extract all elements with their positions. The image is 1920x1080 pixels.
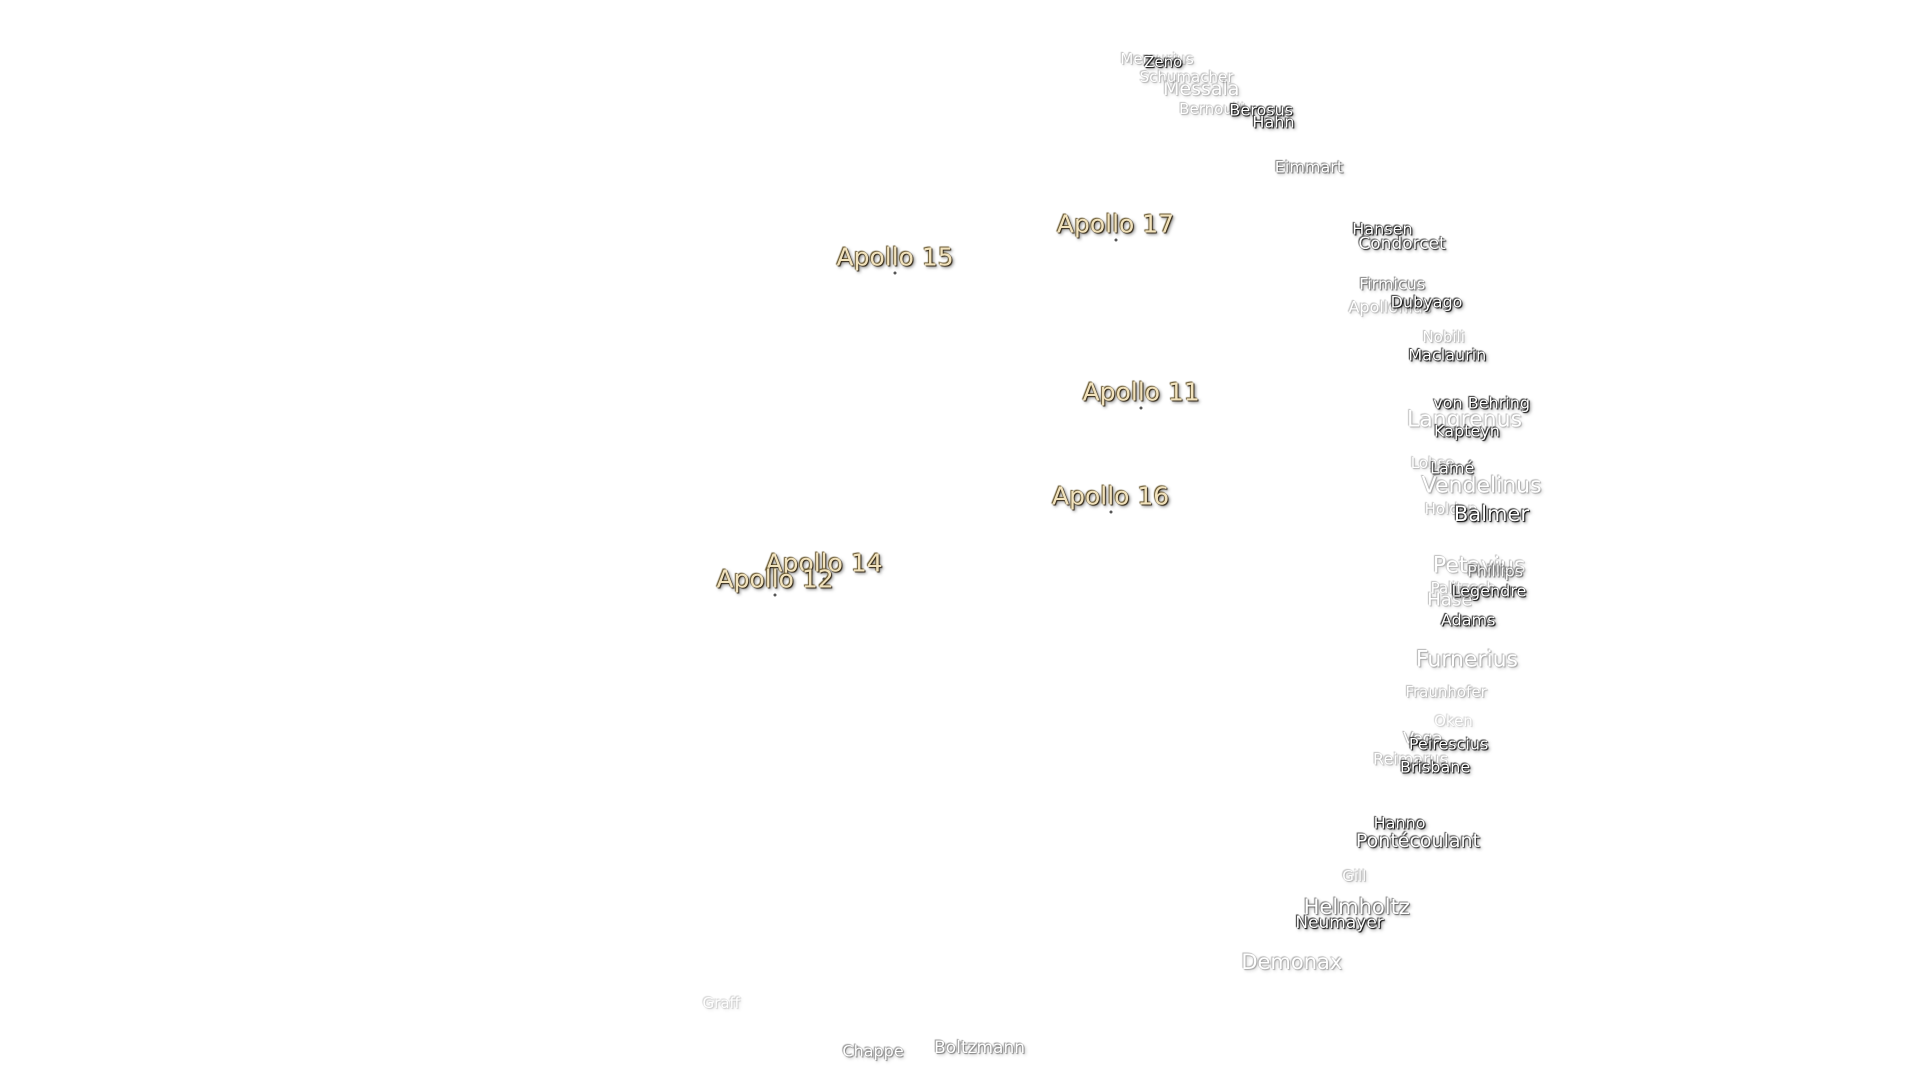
crater-label: Palitzsch [1430, 578, 1496, 597]
site-marker [1109, 510, 1113, 514]
site-marker [1139, 406, 1143, 410]
crater-label: Hase [1427, 589, 1473, 611]
crater-label: Langrenus [1406, 407, 1523, 433]
crater-label: Adams [1440, 610, 1496, 630]
crater-label: Demonax [1241, 950, 1343, 975]
apollo-site-label: Apollo 14 [765, 548, 883, 578]
crater-label: Lohse [1410, 453, 1455, 472]
crater-label: Kapteyn [1433, 421, 1500, 441]
crater-label: Vendelinus [1421, 473, 1542, 499]
crater-label: Helmholtz [1303, 895, 1410, 920]
crater-label: Condorcet [1358, 233, 1446, 254]
crater-label: Brisbane [1399, 757, 1471, 777]
site-marker [773, 593, 777, 597]
apollo-site-label: Apollo 17 [1056, 209, 1175, 239]
apollo-site-label: Apollo 16 [1052, 481, 1170, 511]
crater-label: Fraunhofer [1405, 682, 1487, 701]
crater-label: Balmer [1453, 502, 1529, 527]
crater-label: Chappe [842, 1041, 904, 1061]
crater-label: Furnerius [1415, 647, 1518, 673]
crater-label: Neumayer [1295, 913, 1384, 934]
crater-label: Legendre [1451, 581, 1527, 601]
crater-label: Zeno [1144, 53, 1183, 72]
crater-label: Apollonius [1348, 297, 1432, 317]
apollo-site-label: Apollo 12 [716, 564, 834, 594]
apollo-site-label: Apollo 11 [1082, 377, 1200, 407]
apollo-site-label: Apollo 15 [836, 242, 954, 272]
crater-label: Schumacher [1139, 68, 1234, 87]
crater-label: Berosus [1229, 100, 1294, 120]
crater-label: Nobili [1422, 327, 1465, 346]
crater-label: Mercurius [1120, 49, 1194, 68]
crater-label: Hanno [1373, 813, 1426, 833]
crater-label: Eimmart [1274, 157, 1344, 177]
crater-label: Vega [1403, 728, 1443, 748]
crater-label: Boltzmann [934, 1038, 1026, 1059]
site-marker [822, 577, 826, 581]
crater-label: Bernoulli [1179, 99, 1246, 118]
crater-label: Pontécoulant [1355, 830, 1481, 853]
crater-label: Graff [702, 993, 740, 1012]
crater-label: Hansen [1352, 219, 1413, 239]
crater-label: Gill [1342, 866, 1367, 885]
crater-label: Petavius [1432, 553, 1526, 579]
crater-label: von Behring [1433, 393, 1531, 413]
crater-label: Firmicus [1359, 274, 1426, 294]
site-marker [893, 271, 897, 275]
crater-label: Messala [1162, 78, 1240, 101]
crater-label: Lamé [1430, 458, 1475, 478]
crater-label: Phillips [1467, 561, 1524, 581]
crater-label: Maclaurin [1408, 345, 1487, 365]
crater-label: Dubyago [1390, 292, 1463, 312]
crater-label: Oken [1434, 712, 1473, 731]
crater-label: Reimarus [1373, 749, 1449, 769]
crater-label: Peirescius [1408, 734, 1489, 754]
site-marker [1114, 238, 1117, 242]
crater-label: Hahn [1252, 112, 1295, 132]
crater-label: Holden [1424, 500, 1478, 519]
